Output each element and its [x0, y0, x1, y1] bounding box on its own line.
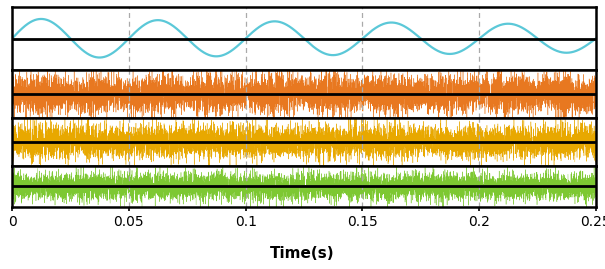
Text: Time(s): Time(s) [270, 246, 335, 261]
